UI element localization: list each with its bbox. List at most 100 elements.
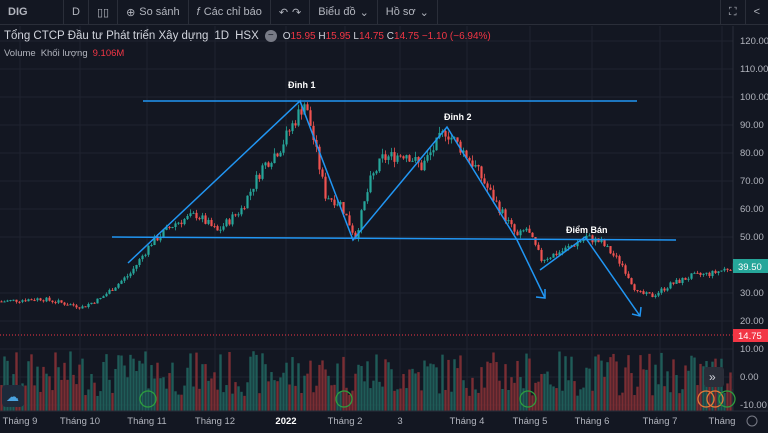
event-marker-icon[interactable]	[519, 390, 537, 408]
candle	[351, 225, 354, 233]
interval-button[interactable]: D	[64, 0, 89, 25]
candle	[447, 136, 450, 140]
volume-bar	[411, 368, 414, 411]
candle	[384, 154, 387, 160]
volume-bar	[459, 355, 462, 411]
candle	[228, 219, 231, 225]
price-axis[interactable]	[733, 26, 768, 411]
projection-line[interactable]	[539, 235, 641, 317]
volume-bar	[672, 359, 675, 411]
candle	[240, 208, 243, 215]
volume-bar	[93, 382, 96, 411]
undo-icon[interactable]: ↶	[278, 6, 289, 19]
volume-bar	[372, 380, 375, 411]
x-tick-label: Tháng 4	[450, 416, 485, 427]
drawings	[111, 99, 677, 317]
scroll-to-latest-button[interactable]	[704, 367, 724, 387]
volume-bar	[48, 376, 51, 411]
chart-menu-button[interactable]: Biểu đồ ⌄	[310, 0, 378, 25]
volume-bar	[180, 394, 183, 411]
candle	[513, 224, 516, 232]
profile-menu-button[interactable]: Hồ sơ ⌄	[378, 0, 438, 25]
volume-bar	[309, 360, 312, 411]
volume-bar	[306, 373, 309, 411]
label-sell-point: Điểm Bán	[566, 225, 608, 235]
volume-bar	[231, 393, 234, 411]
candle	[669, 282, 672, 289]
legend-interval: 1D	[214, 30, 230, 42]
volume-bar	[156, 362, 159, 411]
zigzag-line[interactable]	[127, 99, 546, 299]
event-marker-icon[interactable]	[335, 390, 353, 408]
fullscreen-button[interactable]: ⛶	[719, 0, 746, 25]
volume-bar	[462, 380, 465, 411]
symbol-button[interactable]: DIG	[0, 0, 64, 25]
volume-bar	[666, 371, 669, 411]
volume-bar	[279, 377, 282, 411]
volume-bar	[615, 361, 618, 411]
cloud-logo-icon: ☁	[6, 389, 19, 404]
volume-bar	[54, 352, 57, 411]
candle	[327, 198, 330, 200]
y-tick-label: 80.00	[740, 148, 764, 159]
candle	[288, 130, 291, 132]
volume-bar	[429, 363, 432, 411]
candle	[381, 154, 384, 159]
volume-bar	[432, 364, 435, 411]
volume-bar	[300, 392, 303, 411]
candle	[636, 290, 639, 292]
volume-bar	[288, 384, 291, 411]
volume-bar	[474, 389, 477, 411]
compare-button[interactable]: ⊕ So sánh	[118, 0, 189, 25]
volume-bar	[336, 363, 339, 411]
volume-bar	[723, 392, 726, 411]
candle	[525, 228, 528, 231]
volume-bar	[549, 384, 552, 411]
volume-bar	[519, 377, 522, 411]
volume-bar	[657, 384, 660, 411]
candle	[336, 204, 339, 206]
collapse-icon[interactable]: −	[264, 30, 277, 42]
volume-bar	[606, 362, 609, 411]
volume-bar	[36, 366, 39, 411]
candle	[585, 235, 588, 239]
volume-bar	[87, 389, 90, 411]
candle	[159, 236, 162, 241]
volume-bar	[402, 374, 405, 411]
candle	[729, 269, 732, 271]
x-tick-label: Tháng 6	[575, 416, 610, 427]
candle	[168, 226, 171, 229]
event-marker-icon[interactable]	[718, 390, 736, 408]
candle	[654, 295, 657, 298]
volume-bar	[303, 375, 306, 411]
candle	[609, 246, 612, 254]
volume-bar	[543, 373, 546, 411]
candle	[684, 277, 687, 280]
event-marker-icon[interactable]	[697, 390, 715, 408]
share-button[interactable]: <	[746, 0, 768, 25]
candle	[417, 156, 420, 163]
candle	[726, 268, 729, 270]
volume-bar	[171, 362, 174, 411]
volume-bar	[363, 381, 366, 411]
x-tick-label: 3	[397, 416, 402, 427]
event-marker-icon[interactable]	[139, 390, 157, 408]
company-name: Tổng CTCP Đầu tư Phát triển Xây dựng	[4, 30, 209, 42]
candle	[612, 253, 615, 256]
candle	[474, 165, 477, 167]
candle	[285, 130, 288, 145]
volume-bar	[15, 352, 18, 411]
candle	[465, 150, 468, 158]
volume-bar	[435, 367, 438, 411]
indicators-button[interactable]: f Các chỉ báo	[189, 0, 271, 25]
chart-style-button[interactable]: ▯▯	[89, 0, 119, 25]
x-tick-label: Tháng 11	[127, 416, 166, 427]
candle	[681, 277, 684, 283]
settings-gear-icon[interactable]	[746, 415, 758, 427]
candle	[660, 288, 663, 293]
event-marker-icon[interactable]	[706, 390, 724, 408]
candle	[318, 146, 321, 170]
redo-icon[interactable]: ↷	[292, 6, 302, 19]
candle	[270, 163, 273, 167]
